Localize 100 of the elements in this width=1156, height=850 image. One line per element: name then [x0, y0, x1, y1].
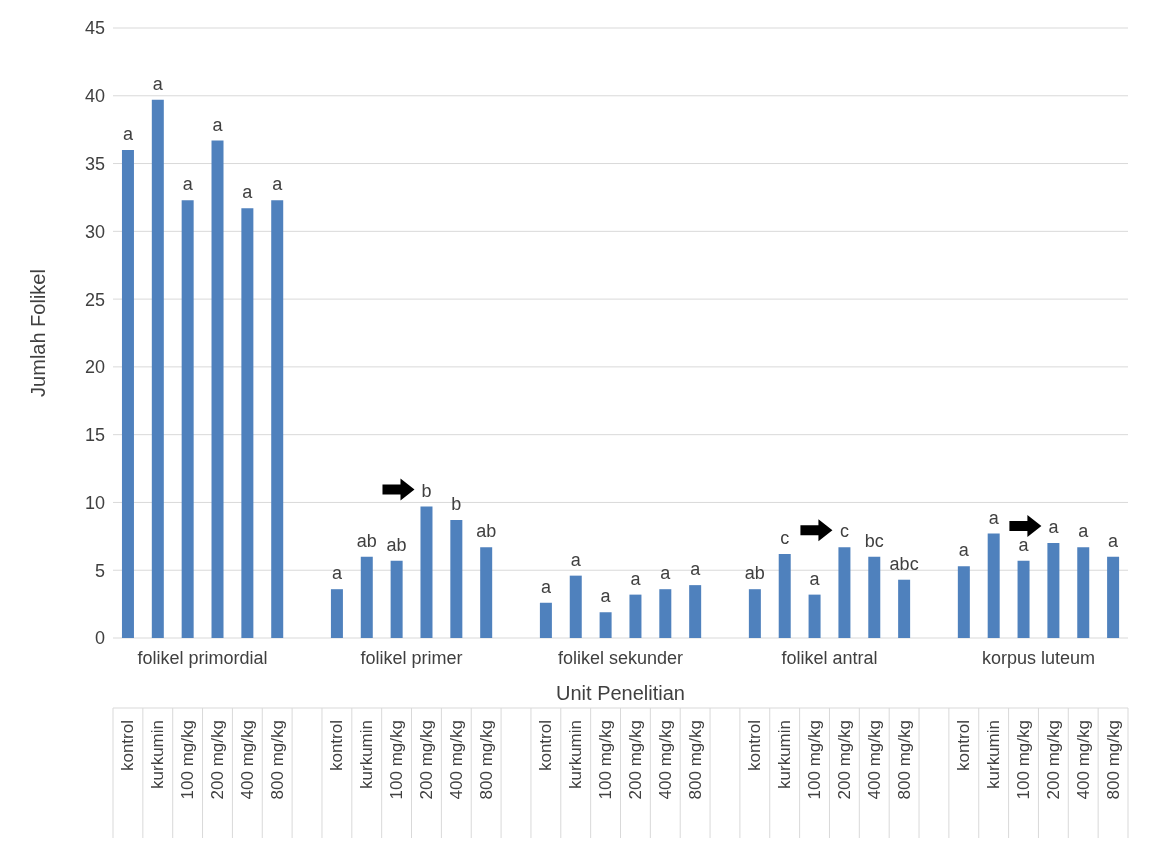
- x-tick-label: 100 mg/kg: [596, 720, 616, 800]
- x-tick-label: 100 mg/kg: [1014, 720, 1034, 800]
- data-label: a: [1108, 530, 1120, 551]
- data-label: a: [540, 576, 552, 597]
- data-label: a: [122, 124, 134, 144]
- data-label: a: [182, 174, 194, 195]
- bar: [898, 579, 911, 638]
- data-label: b: [451, 494, 462, 515]
- data-label: a: [272, 174, 284, 195]
- bar: [987, 533, 1000, 638]
- data-label: a: [570, 549, 582, 570]
- x-tick-label: 200 mg/kg: [1043, 720, 1063, 800]
- x-tick-label: 800 mg/kg: [267, 720, 287, 800]
- x-tick-label: 100 mg/kg: [387, 720, 407, 800]
- x-tick-label: kurkumin: [984, 720, 1004, 789]
- x-tick-label: 400 mg/kg: [1073, 720, 1093, 800]
- bar: [689, 585, 702, 638]
- y-tick-label: 10: [84, 492, 105, 513]
- bar: [748, 589, 761, 638]
- bar: [868, 556, 881, 638]
- y-tick-label: 5: [94, 560, 105, 581]
- x-tick-label: 400 mg/kg: [237, 720, 257, 800]
- bar: [599, 612, 612, 638]
- bar: [390, 560, 403, 638]
- x-tick-label: kontrol: [118, 720, 138, 772]
- data-label: ab: [476, 521, 497, 542]
- bar: [778, 553, 791, 638]
- bar: [808, 594, 821, 638]
- x-tick-label: 800 mg/kg: [476, 720, 496, 800]
- y-tick-label: 45: [84, 18, 105, 39]
- data-label: a: [212, 114, 224, 135]
- data-label: bc: [864, 530, 884, 551]
- y-tick-label: 30: [84, 221, 105, 242]
- bar: [211, 140, 224, 638]
- bar: [1017, 560, 1030, 638]
- bar: [450, 520, 463, 638]
- x-tick-label: kurkumin: [357, 720, 377, 789]
- bar: [480, 547, 493, 638]
- data-label: a: [809, 568, 821, 589]
- bar: [151, 99, 164, 638]
- x-tick-label: 200 mg/kg: [834, 720, 854, 800]
- x-tick-label: kontrol: [745, 720, 765, 772]
- data-label: a: [331, 563, 343, 584]
- bar: [271, 200, 284, 638]
- data-label: abc: [889, 553, 919, 574]
- data-label: a: [630, 568, 642, 589]
- bar: [629, 594, 642, 638]
- data-label: a: [1048, 517, 1060, 538]
- data-label: a: [660, 563, 672, 584]
- data-label: b: [421, 480, 432, 501]
- bar: [1077, 547, 1090, 638]
- bar: [957, 566, 970, 638]
- x-axis-title: Unit Penelitian: [556, 682, 685, 704]
- data-label: ab: [386, 534, 407, 555]
- text: folikel sekunder: [557, 648, 684, 668]
- bar: [121, 150, 134, 638]
- data-label: ab: [744, 563, 765, 584]
- x-tick-label: 400 mg/kg: [864, 720, 884, 800]
- bar: [1047, 543, 1060, 638]
- y-tick-label: 0: [94, 628, 105, 649]
- data-label: a: [988, 507, 1000, 528]
- bar: [659, 589, 672, 638]
- x-tick-label: kontrol: [327, 720, 347, 772]
- data-label: a: [1078, 521, 1090, 542]
- bar: [360, 556, 373, 638]
- bar: [181, 200, 194, 638]
- y-tick-label: 35: [84, 153, 105, 174]
- data-label: a: [242, 182, 254, 203]
- x-tick-label: 100 mg/kg: [805, 720, 825, 800]
- x-tick-label: kurkumin: [775, 720, 795, 789]
- data-label: ab: [356, 530, 377, 551]
- data-label: c: [780, 527, 790, 548]
- text: folikel antral: [781, 648, 878, 668]
- x-tick-label: kontrol: [954, 720, 974, 772]
- x-tick-label: 200 mg/kg: [625, 720, 645, 800]
- x-tick-label: 100 mg/kg: [178, 720, 198, 800]
- x-tick-label: 800 mg/kg: [894, 720, 914, 800]
- x-tick-label: 400 mg/kg: [655, 720, 675, 800]
- x-tick-label: 200 mg/kg: [207, 720, 227, 800]
- y-tick-label: 15: [84, 425, 105, 446]
- data-label: c: [839, 521, 849, 542]
- data-label: a: [600, 586, 612, 607]
- y-axis-title: Jumlah Folikel: [27, 269, 50, 397]
- x-tick-label: 400 mg/kg: [446, 720, 466, 800]
- bar: [1107, 556, 1120, 638]
- bar: [330, 589, 343, 638]
- text: korpus luteum: [981, 648, 1095, 668]
- bar: [420, 506, 433, 638]
- x-tick-label: kontrol: [536, 720, 556, 772]
- y-tick-label: 20: [84, 357, 105, 378]
- y-tick-label: 40: [84, 86, 105, 107]
- data-label: a: [1018, 534, 1030, 555]
- y-tick-label: 25: [84, 289, 105, 310]
- bar: [539, 602, 552, 638]
- x-tick-label: 200 mg/kg: [416, 720, 436, 800]
- x-tick-label: 800 mg/kg: [685, 720, 705, 800]
- data-label: a: [958, 540, 970, 561]
- x-tick-label: kurkumin: [148, 720, 168, 789]
- text: folikel primer: [360, 648, 463, 668]
- text: folikel primordial: [137, 648, 268, 668]
